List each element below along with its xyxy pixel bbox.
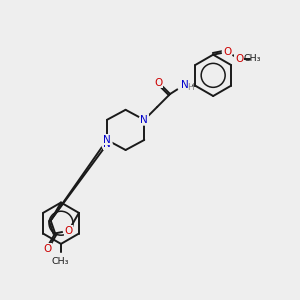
Text: O: O	[154, 77, 163, 88]
Circle shape	[102, 139, 112, 149]
Text: H: H	[188, 82, 194, 91]
Circle shape	[53, 254, 69, 269]
Text: N: N	[103, 139, 111, 149]
Text: O: O	[235, 54, 243, 64]
Text: N: N	[103, 135, 111, 145]
Text: O: O	[64, 226, 73, 236]
Text: CH₃: CH₃	[52, 257, 69, 266]
Circle shape	[222, 46, 233, 57]
Circle shape	[177, 78, 192, 92]
Text: N: N	[181, 80, 188, 90]
Circle shape	[235, 55, 243, 63]
Circle shape	[102, 135, 112, 145]
Circle shape	[153, 77, 164, 88]
Circle shape	[63, 226, 74, 236]
Text: O: O	[43, 244, 51, 254]
Text: N: N	[140, 115, 148, 125]
Text: O: O	[224, 47, 232, 57]
Text: CH₃: CH₃	[244, 55, 261, 64]
Circle shape	[139, 115, 149, 125]
Circle shape	[41, 243, 52, 254]
